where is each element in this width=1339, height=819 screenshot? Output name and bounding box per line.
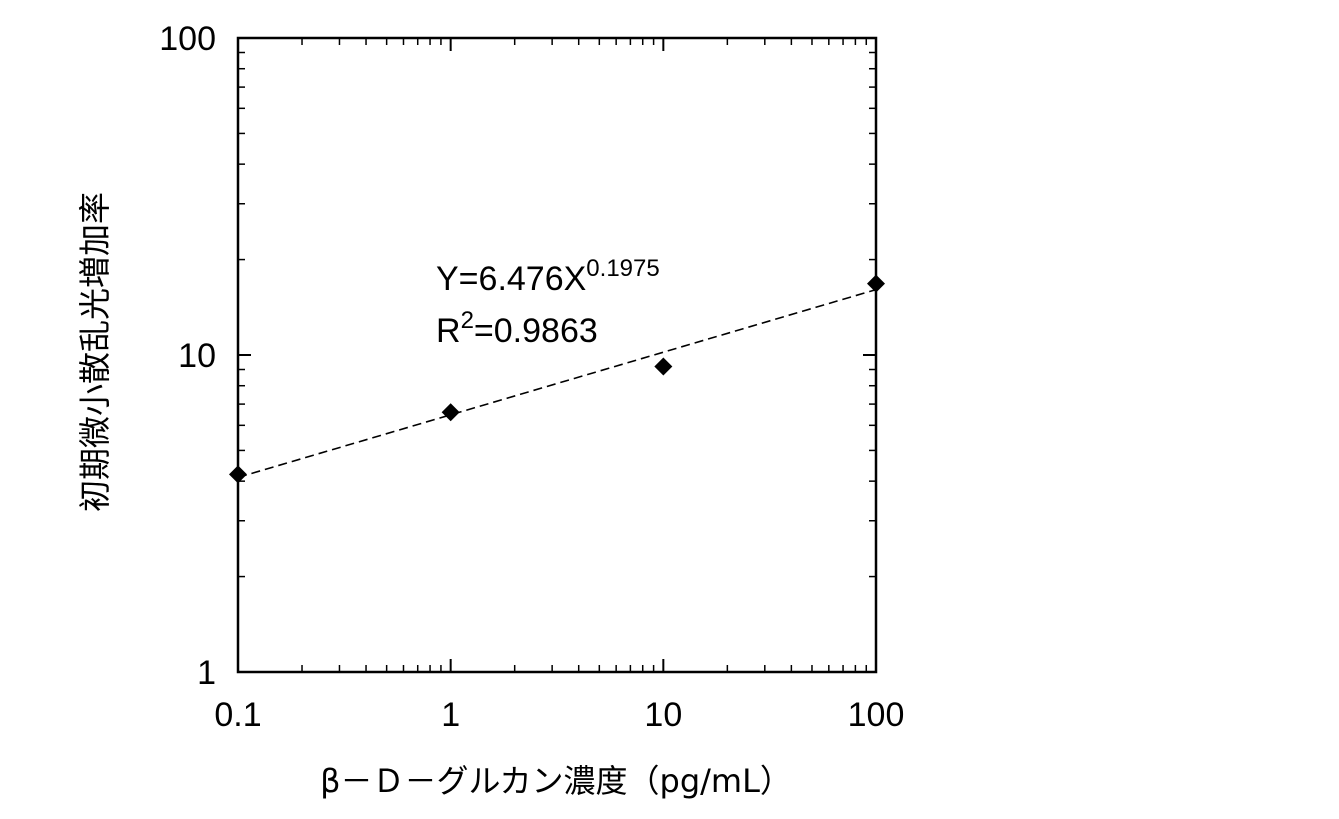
plot-area — [238, 38, 876, 672]
x-axis-title: β－Ｄ－グルカン濃度（pg/mL） — [320, 762, 792, 800]
r-squared-annotation: R2=0.9863 — [436, 307, 598, 350]
y-tick-label: 100 — [159, 20, 216, 58]
y-axis-title: 初期微小散乱光増加率 — [76, 192, 114, 512]
data-point — [654, 357, 672, 375]
x-tick-label: 0.1 — [214, 696, 261, 734]
data-point — [442, 403, 460, 421]
y-tick-label: 10 — [178, 337, 216, 375]
x-tick-label: 10 — [644, 696, 682, 734]
data-points — [229, 275, 885, 484]
y-tick-label: 1 — [197, 654, 216, 692]
plot-frame — [238, 38, 876, 672]
x-tick-label: 1 — [441, 696, 460, 734]
tick-labels: 0.1 1 10 100 1 10 100 — [159, 20, 904, 734]
equation-annotation: Y=6.476X0.1975 — [436, 255, 660, 298]
x-tick-label: 100 — [848, 696, 905, 734]
axis-ticks — [238, 38, 876, 672]
data-point — [867, 275, 885, 293]
